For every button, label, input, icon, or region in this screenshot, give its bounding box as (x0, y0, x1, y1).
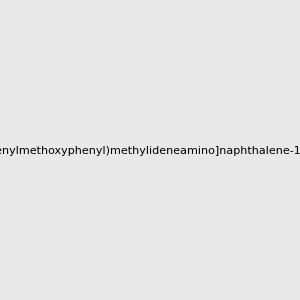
Text: N-[(E)-(3-phenylmethoxyphenyl)methylideneamino]naphthalene-1-carboxamide: N-[(E)-(3-phenylmethoxyphenyl)methyliden… (0, 146, 300, 157)
